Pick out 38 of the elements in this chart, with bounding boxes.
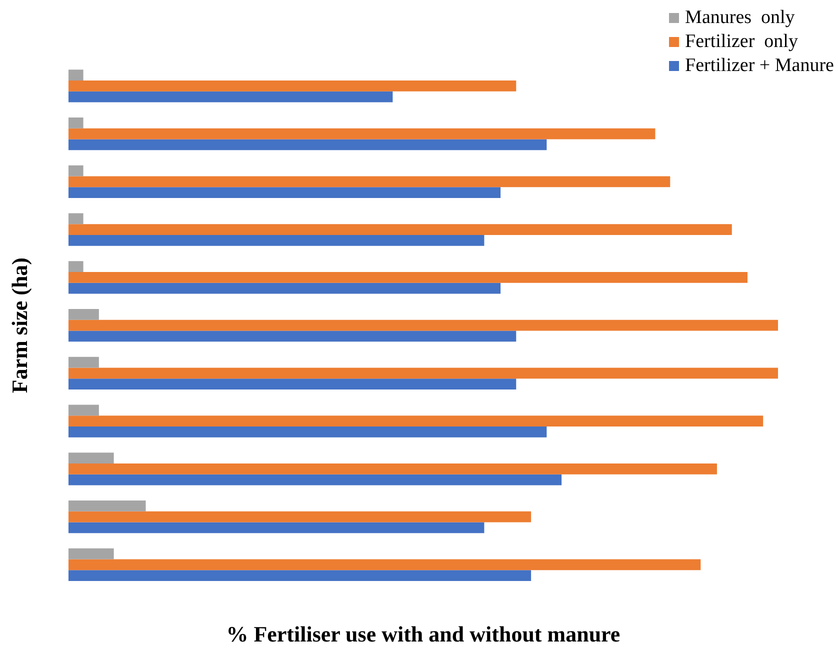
legend-label: Fertilizer + Manure [685,54,834,78]
bar [68,404,99,416]
bar [68,282,501,294]
bar [68,234,484,246]
bar [68,559,701,570]
bar [68,272,748,283]
bar [68,330,516,342]
bar [68,91,393,102]
legend-label: Manures only [685,6,795,30]
bar [68,165,84,176]
bar [68,474,562,486]
bar [68,224,732,235]
bar [68,118,84,128]
bar [68,261,84,272]
bar [68,548,114,560]
bar [68,320,778,331]
y-axis-title: Farm size (ha) [6,257,32,394]
bar [68,500,146,512]
x-axis-title: % Fertiliser use with and without manure [226,621,620,646]
bar [68,426,547,438]
bar [68,309,99,320]
bar [68,139,547,150]
bar [68,368,778,379]
bar [68,378,516,390]
bar [68,511,532,522]
bar [68,463,717,474]
bar [68,356,99,368]
bar [68,70,84,81]
bar [68,128,656,140]
bar [68,187,501,198]
bar [68,416,764,426]
bar [68,213,84,224]
legend-label: Fertilizer only [685,30,798,54]
bar [68,522,484,534]
bar [68,452,114,464]
bar [68,176,670,188]
bar [68,570,532,581]
bar [68,80,516,92]
